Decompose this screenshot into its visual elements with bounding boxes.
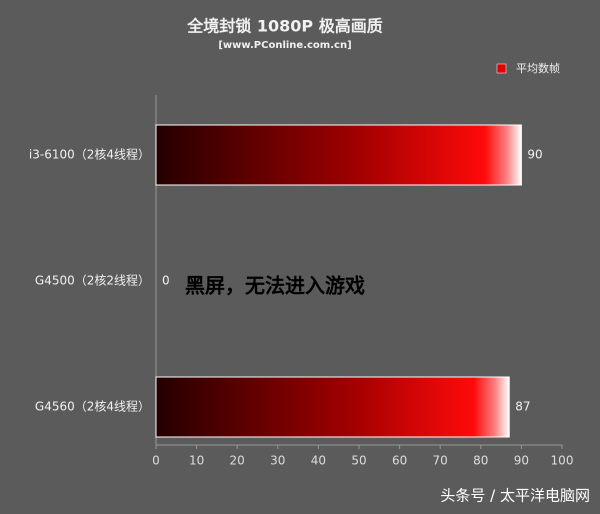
x-tick-label: 90 xyxy=(514,454,529,468)
x-tick-label: 30 xyxy=(270,454,285,468)
watermark: 头条号 / 太平洋电脑网 xyxy=(440,487,590,505)
chart-subtitle: [www.PConline.com.cn] xyxy=(218,40,351,51)
x-tick-label: 50 xyxy=(351,454,366,468)
y-tick-label: G4560（2核4线程） xyxy=(35,399,150,414)
legend-swatch xyxy=(496,63,507,74)
value-label: 90 xyxy=(527,148,542,162)
y-tick-label: G4500（2核2线程） xyxy=(35,273,150,288)
value-label: 87 xyxy=(515,400,530,414)
x-tick-label: 0 xyxy=(152,454,160,468)
x-tick-label: 20 xyxy=(230,454,245,468)
x-tick-label: 70 xyxy=(433,454,448,468)
x-tick-label: 10 xyxy=(189,454,204,468)
x-tick-label: 40 xyxy=(311,454,326,468)
chart-title: 全境封锁 1080P 极高画质 xyxy=(186,17,382,36)
annotation: 黑屏，无法进入游戏 xyxy=(185,274,365,298)
x-tick-label: 80 xyxy=(473,454,488,468)
x-tick-label: 60 xyxy=(392,454,407,468)
x-tick-label: 100 xyxy=(551,454,574,468)
legend-label: 平均数帧 xyxy=(516,61,560,75)
y-tick-label: i3-6100（2核4线程） xyxy=(29,147,150,162)
bar xyxy=(155,124,522,186)
bar xyxy=(155,376,510,438)
value-label: 0 xyxy=(162,274,170,288)
